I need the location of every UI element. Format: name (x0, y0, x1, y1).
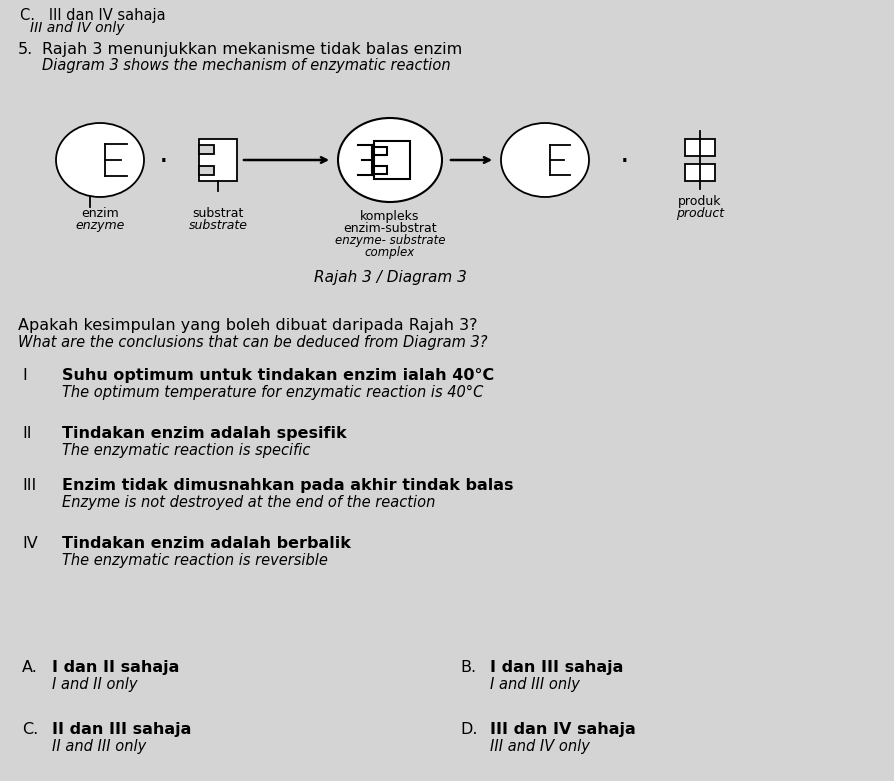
Text: I and III only: I and III only (489, 677, 579, 692)
Ellipse shape (501, 123, 588, 197)
Text: produk: produk (678, 195, 721, 208)
Ellipse shape (56, 123, 144, 197)
Bar (374, 141, 409, 179)
Text: enzyme: enzyme (75, 219, 124, 232)
Ellipse shape (338, 118, 442, 202)
Text: What are the conclusions that can be deduced from Diagram 3?: What are the conclusions that can be ded… (18, 335, 487, 350)
Text: C.: C. (22, 722, 38, 737)
Text: D.: D. (460, 722, 477, 737)
Text: enzim: enzim (81, 207, 119, 220)
Text: Tindakan enzim adalah berbalik: Tindakan enzim adalah berbalik (62, 536, 350, 551)
Bar (198, 166, 214, 175)
Bar (198, 145, 214, 154)
Text: II and III only: II and III only (52, 739, 146, 754)
Text: II dan III sahaja: II dan III sahaja (52, 722, 191, 737)
Text: ·: · (159, 148, 169, 177)
Text: product: product (675, 207, 723, 220)
Text: complex: complex (365, 246, 415, 259)
Text: III and IV only: III and IV only (489, 739, 589, 754)
Text: Rajah 3 / Diagram 3: Rajah 3 / Diagram 3 (313, 270, 466, 285)
Text: substrat: substrat (192, 207, 243, 220)
Text: 5.: 5. (18, 42, 33, 57)
Text: The enzymatic reaction is specific: The enzymatic reaction is specific (62, 443, 310, 458)
Text: The optimum temperature for enzymatic reaction is 40°C: The optimum temperature for enzymatic re… (62, 385, 483, 400)
Text: III and IV only: III and IV only (30, 21, 124, 35)
Text: B.: B. (460, 660, 476, 675)
Text: I and II only: I and II only (52, 677, 138, 692)
Bar (684, 139, 714, 156)
Bar (684, 164, 714, 181)
Text: C.   III dan IV sahaja: C. III dan IV sahaja (20, 8, 165, 23)
Text: ·: · (619, 148, 628, 177)
Text: Suhu optimum untuk tindakan enzim ialah 40°C: Suhu optimum untuk tindakan enzim ialah … (62, 368, 493, 383)
Text: Tindakan enzim adalah spesifik: Tindakan enzim adalah spesifik (62, 426, 346, 441)
Bar (198, 139, 237, 181)
Text: Enzyme is not destroyed at the end of the reaction: Enzyme is not destroyed at the end of th… (62, 495, 434, 510)
Text: II: II (22, 426, 31, 441)
Text: enzyme- substrate: enzyme- substrate (334, 234, 444, 247)
Text: Diagram 3 shows the mechanism of enzymatic reaction: Diagram 3 shows the mechanism of enzymat… (42, 58, 450, 73)
Text: III dan IV sahaja: III dan IV sahaja (489, 722, 635, 737)
Bar (374, 166, 386, 173)
Text: IV: IV (22, 536, 38, 551)
Text: Enzim tidak dimusnahkan pada akhir tindak balas: Enzim tidak dimusnahkan pada akhir tinda… (62, 478, 513, 493)
Text: I: I (22, 368, 27, 383)
Text: enzim-substrat: enzim-substrat (342, 222, 436, 235)
Text: kompleks: kompleks (360, 210, 419, 223)
Text: Rajah 3 menunjukkan mekanisme tidak balas enzim: Rajah 3 menunjukkan mekanisme tidak bala… (42, 42, 461, 57)
Bar (374, 147, 386, 155)
Text: substrate: substrate (189, 219, 248, 232)
Text: III: III (22, 478, 37, 493)
Text: I dan II sahaja: I dan II sahaja (52, 660, 179, 675)
Text: Apakah kesimpulan yang boleh dibuat daripada Rajah 3?: Apakah kesimpulan yang boleh dibuat dari… (18, 318, 477, 333)
Text: I dan III sahaja: I dan III sahaja (489, 660, 623, 675)
Text: The enzymatic reaction is reversible: The enzymatic reaction is reversible (62, 553, 327, 568)
Text: A.: A. (22, 660, 38, 675)
